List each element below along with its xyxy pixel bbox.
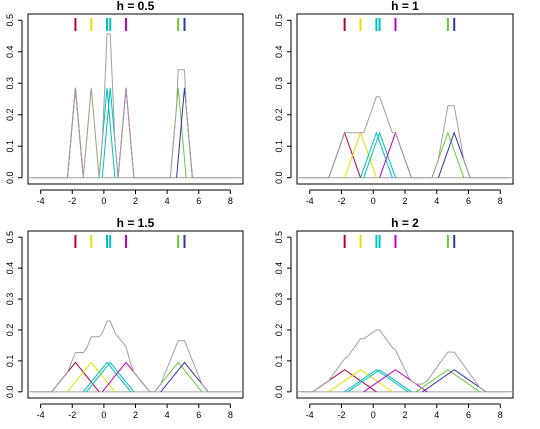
x-tick-label: -2 xyxy=(337,410,345,420)
x-tick-label: -4 xyxy=(37,410,45,420)
x-tick-label: 2 xyxy=(133,410,138,420)
panel-4: h = 2 -4 -2 0 2 4 6 8 0.0 0.1 0.2 0.3 0.4 0.5 xyxy=(274,216,514,420)
density-sum-curve xyxy=(28,320,243,393)
x-tick-label: -4 xyxy=(306,410,314,420)
plot-frame xyxy=(27,230,244,399)
kernel-curve xyxy=(98,87,116,178)
kernel-curve xyxy=(154,361,203,393)
panel-title: h = 0.5 xyxy=(117,0,155,13)
kernel-curve xyxy=(117,87,135,178)
panel-2: h = 1 -4 -2 0 2 4 6 8 0.0 0.1 0.2 0.3 0.4 0.5 xyxy=(274,0,514,206)
plot-area xyxy=(297,96,513,179)
y-tick-label: 0.0 xyxy=(5,386,15,399)
x-tick-label: 6 xyxy=(196,196,201,206)
kernel-curve xyxy=(344,369,409,393)
x-tick-label: 2 xyxy=(133,196,138,206)
density-sum-curve xyxy=(297,96,513,179)
plot-area xyxy=(28,33,243,179)
y-tick-label: 0.1 xyxy=(5,140,15,153)
kernel-curve xyxy=(415,369,480,393)
y-tick-label: 0.0 xyxy=(274,386,284,399)
x-tick-label: 8 xyxy=(228,196,233,206)
x-tick-label: 4 xyxy=(434,196,439,206)
kernel-curve xyxy=(67,361,116,393)
kernel-curve xyxy=(347,369,412,393)
plot-area xyxy=(28,320,243,393)
y-tick-label: 0.4 xyxy=(5,262,15,275)
kernel-curve xyxy=(67,87,84,178)
y-tick-label: 0.1 xyxy=(274,355,284,368)
x-tick-label: -4 xyxy=(306,196,314,206)
x-tick-label: 8 xyxy=(498,410,503,420)
y-tick-label: 0.4 xyxy=(274,262,284,275)
y-tick-label: 0.1 xyxy=(5,355,15,368)
y-tick-label: 0.0 xyxy=(274,171,284,184)
kernel-curve xyxy=(82,361,132,393)
y-tick-label: 0.5 xyxy=(5,14,15,27)
kernel-curve xyxy=(328,131,361,178)
kernel-curve xyxy=(422,369,487,393)
x-tick-label: -2 xyxy=(68,196,76,206)
panel-title: h = 1 xyxy=(391,0,419,13)
panel-3: h = 1.5 -4 -2 0 2 4 6 8 0.0 0.1 0.2 0.3 0.4 0.5 xyxy=(5,216,244,420)
y-tick-label: 0.3 xyxy=(5,77,15,90)
x-tick-label: 0 xyxy=(371,196,376,206)
x-tick-label: -2 xyxy=(337,196,345,206)
panel-title: h = 1.5 xyxy=(117,216,155,230)
plot-frame xyxy=(27,13,244,185)
y-tick-label: 0.2 xyxy=(274,324,284,337)
y-tick-label: 0.0 xyxy=(5,171,15,184)
kernel-curve xyxy=(360,131,393,178)
x-tick-label: 6 xyxy=(196,410,201,420)
y-tick-label: 0.1 xyxy=(274,140,284,153)
y-tick-label: 0.2 xyxy=(5,324,15,337)
kernel-curve xyxy=(160,361,209,393)
y-tick-label: 0.2 xyxy=(274,108,284,121)
y-tick-label: 0.4 xyxy=(5,46,15,59)
density-sum-curve xyxy=(28,33,243,179)
kernel-curve xyxy=(328,369,393,393)
kernel-curve xyxy=(101,361,151,393)
x-tick-label: 4 xyxy=(165,196,170,206)
x-tick-label: 6 xyxy=(466,410,471,420)
x-tick-label: 8 xyxy=(228,410,233,420)
density-sum-curve xyxy=(297,329,513,393)
y-tick-label: 0.5 xyxy=(274,14,284,27)
x-tick-label: -4 xyxy=(37,196,45,206)
kernel-curve xyxy=(101,87,119,178)
y-tick-label: 0.3 xyxy=(274,77,284,90)
y-tick-label: 0.4 xyxy=(274,46,284,59)
panel-1: h = 0.5 -4 -2 0 2 4 6 8 0.0 0.1 0.2 0.3 0.4 0.5 xyxy=(5,0,244,206)
y-tick-label: 0.5 xyxy=(5,231,15,244)
x-tick-label: 0 xyxy=(101,196,106,206)
kernel-curve xyxy=(86,361,135,393)
x-tick-label: 4 xyxy=(434,410,439,420)
panel-title: h = 2 xyxy=(391,216,419,230)
plot-frame xyxy=(296,13,514,185)
y-tick-label: 0.5 xyxy=(274,231,284,244)
y-tick-label: 0.2 xyxy=(5,108,15,121)
x-tick-label: 4 xyxy=(165,410,170,420)
kernel-curve xyxy=(437,131,471,178)
plot-frame xyxy=(296,230,514,399)
x-tick-label: 6 xyxy=(466,196,471,206)
x-tick-label: -2 xyxy=(68,410,76,420)
y-tick-label: 0.3 xyxy=(274,293,284,306)
x-tick-label: 0 xyxy=(101,410,106,420)
x-tick-label: 8 xyxy=(498,196,503,206)
x-tick-label: 2 xyxy=(402,196,407,206)
kernel-curve xyxy=(51,361,100,393)
kernel-curve xyxy=(363,131,396,178)
kernel-curve xyxy=(82,87,100,178)
y-tick-label: 0.3 xyxy=(5,293,15,306)
kernel-curve xyxy=(431,131,465,178)
plot-area xyxy=(297,329,513,393)
x-tick-label: 2 xyxy=(402,410,407,420)
x-tick-label: 0 xyxy=(371,410,376,420)
